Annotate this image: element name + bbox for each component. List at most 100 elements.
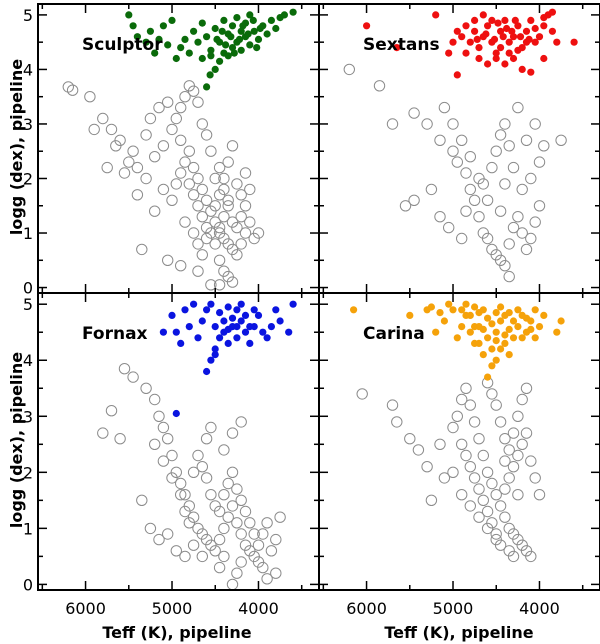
dwarf-star-point (458, 323, 466, 331)
giant-star-point (499, 118, 511, 130)
dwarf-star-point (445, 49, 453, 57)
giant-star-point (391, 416, 403, 428)
giant-star-point (192, 265, 204, 277)
dwarf-star-point (159, 22, 167, 30)
giant-star-point (114, 433, 126, 445)
giant-star-point (179, 489, 191, 501)
giant-star-point (192, 96, 204, 108)
giant-star-point (213, 161, 226, 174)
giant-star-point (209, 172, 221, 185)
giant-star-point (477, 178, 489, 190)
dwarf-star-point (194, 38, 202, 46)
dwarf-star-point (527, 325, 535, 333)
giant-star-point (443, 221, 455, 234)
x-tick-label: 6000 (346, 599, 387, 618)
dwarf-star-point (172, 54, 180, 63)
giant-star-point (477, 449, 489, 462)
dwarf-star-point (570, 38, 578, 46)
giant-star-point (244, 517, 256, 529)
dwarf-star-point (505, 38, 513, 46)
dwarf-star-point (553, 328, 561, 336)
giant-star-point (196, 211, 209, 223)
giant-star-point (222, 511, 234, 523)
panel-carina: Carina 6000 5000 4000 (318, 292, 600, 618)
giant-star-point (477, 494, 489, 506)
giant-star-point (235, 528, 247, 540)
dwarf-star-point (475, 339, 483, 347)
dwarf-star-point (522, 314, 531, 322)
dwarf-star-point (479, 325, 487, 333)
y-tick-label: 0 (23, 575, 33, 594)
giant-star-point (473, 211, 485, 223)
giant-star-point (213, 189, 226, 201)
giant-star-point (66, 84, 79, 96)
giant-star-point (62, 81, 75, 93)
dwarf-star-point (499, 33, 507, 41)
giant-star-point (503, 444, 515, 456)
dwarf-star-point (198, 54, 206, 63)
giant-star-point (131, 161, 144, 174)
dwarf-star-point (479, 351, 487, 359)
dwarf-star-point (557, 317, 565, 325)
dwarf-star-point (527, 16, 535, 24)
giant-star-point (209, 545, 221, 557)
dwarf-star-point (203, 306, 211, 314)
x-tick-label: 5000 (433, 599, 474, 618)
giant-star-point (175, 101, 187, 114)
dwarf-star-point (509, 33, 518, 41)
giant-star-point (88, 123, 100, 136)
giant-star-point (218, 444, 230, 456)
giant-star-point (226, 500, 239, 512)
dwarf-star-point (211, 65, 219, 73)
giant-star-point (140, 172, 152, 185)
giant-star-point (447, 466, 459, 478)
dwarf-star-point (350, 306, 358, 314)
dwarf-star-point (289, 300, 297, 308)
dwarf-star-point (462, 22, 470, 30)
giant-star-point (494, 205, 507, 217)
dwarf-star-point (164, 41, 172, 49)
giant-star-point (239, 200, 252, 212)
dwarf-star-point (263, 334, 271, 342)
giant-star-point (140, 129, 152, 141)
giant-star-point (516, 438, 528, 450)
giant-star-point (473, 483, 485, 495)
giant-star-point (481, 522, 494, 535)
dwarf-star-point (220, 317, 228, 325)
panel-title: Fornax (82, 324, 148, 344)
giant-star-point (538, 140, 550, 152)
giant-star-point (486, 477, 498, 490)
giant-star-point (235, 494, 247, 506)
dwarf-star-point (482, 30, 490, 38)
giant-star-point (162, 254, 174, 266)
dwarf-star-point (449, 306, 457, 314)
giant-star-point (170, 545, 183, 557)
giant-star-point (525, 455, 537, 467)
giant-star-point (222, 477, 234, 490)
giant-star-point (231, 178, 243, 190)
dwarf-star-point (237, 317, 245, 325)
dwarf-star-point (492, 54, 500, 63)
giant-star-point (516, 183, 528, 196)
dwarf-star-point (466, 311, 474, 319)
giant-star-point (187, 85, 200, 97)
y-tick-label: 1 (23, 519, 33, 538)
dwarf-star-point (254, 311, 263, 319)
giant-star-point (222, 200, 234, 212)
dwarf-star-point (230, 49, 238, 57)
dwarf-star-point (222, 41, 230, 49)
giant-star-point (196, 249, 209, 261)
y-axis-label-bottom: logg (dex), pipeline (7, 352, 26, 528)
dwarf-star-point (172, 328, 180, 336)
dwarf-star-point (151, 49, 159, 57)
giant-star-point (503, 472, 515, 484)
dwarf-star-point (241, 328, 250, 336)
giant-star-point (231, 249, 243, 261)
giant-star-point (421, 118, 433, 130)
giant-star-point (192, 238, 204, 250)
panel-frame (318, 3, 600, 294)
giant-star-point (218, 489, 230, 501)
giant-star-point (468, 472, 481, 484)
giant-star-point (464, 500, 476, 512)
giant-star-point (123, 156, 135, 168)
